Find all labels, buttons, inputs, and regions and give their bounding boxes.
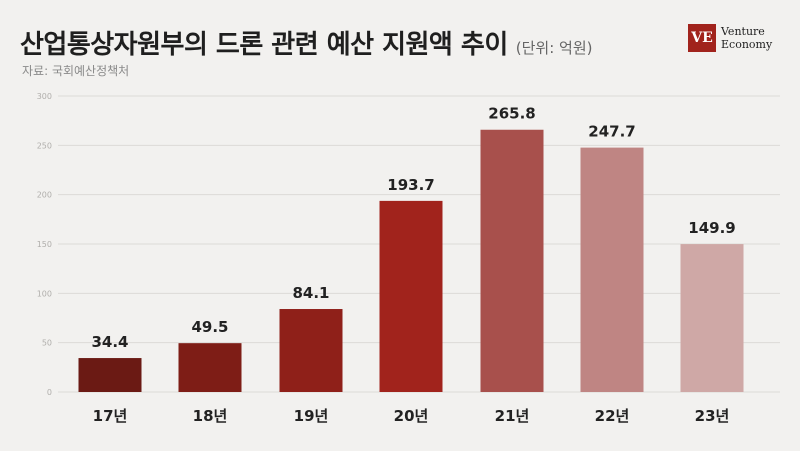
x-tick-label: 20년 [394, 407, 429, 425]
x-tick-label: 23년 [695, 407, 730, 425]
title-row: 산업통상자원부의 드론 관련 예산 지원액 추이 (단위: 억원) [20, 24, 592, 61]
bar-22년 [580, 147, 644, 392]
data-label: 84.1 [292, 284, 329, 302]
bar-23년 [680, 244, 744, 392]
bar-18년 [178, 343, 242, 392]
logo-mark: VE [688, 24, 716, 52]
y-tick-label: 150 [37, 240, 52, 249]
x-tick-label: 17년 [93, 407, 128, 425]
x-tick-label: 19년 [294, 407, 329, 425]
x-tick-label: 22년 [595, 407, 630, 425]
bar-20년 [379, 200, 443, 392]
source-label: 자료: 국회예산정책처 [22, 64, 130, 78]
y-tick-label: 250 [37, 141, 52, 150]
bar-19년 [279, 309, 343, 392]
data-label: 193.7 [387, 176, 434, 194]
y-tick-label: 100 [37, 289, 52, 298]
unit-label: (단위: 억원) [515, 39, 593, 57]
data-label: 149.9 [688, 219, 735, 237]
logo-text: Venture Economy [721, 25, 772, 51]
data-label: 49.5 [191, 318, 228, 336]
x-tick-label: 18년 [193, 407, 228, 425]
data-label: 34.4 [91, 333, 128, 351]
y-tick-label: 200 [37, 191, 52, 200]
venture-economy-logo: VE Venture Economy [688, 24, 772, 52]
data-label: 265.8 [488, 105, 535, 123]
logo-line-2: Economy [721, 38, 773, 51]
x-tick-label: 21년 [495, 407, 530, 425]
y-tick-label: 0 [47, 388, 52, 397]
chart-title: 산업통상자원부의 드론 관련 예산 지원액 추이 [20, 30, 508, 60]
bar-21년 [480, 129, 544, 392]
bar-17년 [78, 358, 142, 392]
y-tick-label: 50 [42, 339, 52, 348]
data-label: 247.7 [588, 123, 635, 141]
y-tick-label: 300 [37, 92, 52, 101]
logo-line-1: Venture [721, 25, 765, 38]
